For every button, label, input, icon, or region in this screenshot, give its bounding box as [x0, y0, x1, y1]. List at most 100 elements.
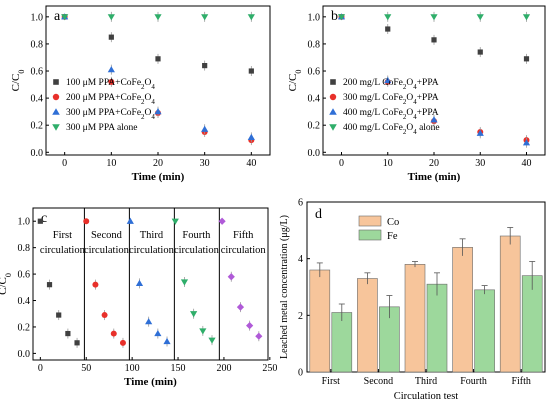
data-point [477, 49, 483, 55]
y-tick-label: 0.4 [18, 296, 31, 307]
legend-marker [52, 108, 60, 115]
x-axis-label: Time (min) [124, 376, 177, 388]
x-tick-label: 30 [475, 158, 485, 169]
x-tick-label: 40 [246, 158, 256, 169]
x-tick-label: 50 [81, 363, 91, 374]
data-point [61, 14, 69, 21]
data-point [135, 279, 144, 286]
x-tick-label: 40 [522, 158, 532, 169]
x-tick-label: 200 [216, 363, 231, 374]
x-tick-label: Fifth [511, 376, 530, 387]
bar-co [404, 264, 426, 373]
legend-label: 300 μM PPA+CoFe2O4 [66, 108, 155, 121]
bar-co [357, 278, 378, 373]
legend-marker [329, 93, 337, 101]
y-tick-label: 0 [298, 368, 303, 379]
y-tick-label: 0.2 [31, 121, 44, 132]
data-point [246, 322, 254, 330]
panel-a: 0 10 20 30 40 0.0 0.2 0.4 0.6 0.8 1.0 Time (min) C/C… [10, 5, 271, 183]
bar-fe [474, 289, 495, 373]
panel-letter: c [41, 211, 47, 226]
bar-co [499, 235, 521, 373]
data-point [218, 217, 226, 225]
data-point [155, 56, 161, 62]
panel-b: 0 10 20 30 40 0.0 0.2 0.4 0.6 0.8 1.0 Time (min) C/C… [287, 5, 546, 183]
data-point [337, 14, 346, 21]
legend-label: Co [387, 217, 399, 228]
y-tick-label: 1.0 [308, 12, 321, 23]
legend-label: 400 mg/L CoFe2O4+PPA [343, 108, 439, 121]
x-tick-label: 100 [125, 363, 140, 374]
data-point [46, 282, 53, 288]
data-point [227, 273, 235, 281]
bar-fe [426, 283, 448, 373]
bar-fe [521, 275, 543, 373]
data-point [154, 108, 162, 115]
x-axis-label: Circulation test [394, 391, 459, 402]
panel-c: 0 50 100 150 200 250 0.0 0.2 0.4 0.6 0.8 1.0 Time (m… [0, 207, 277, 388]
plot-frame [32, 207, 269, 361]
x-tick-label: 10 [106, 158, 116, 169]
y-tick-label: 0.6 [31, 67, 44, 78]
data-point [107, 66, 115, 73]
x-tick-label: 0 [62, 158, 67, 169]
data-point [110, 330, 117, 337]
x-tick-label: Fourth [460, 376, 487, 387]
data-point [180, 279, 189, 286]
data-point [163, 337, 171, 345]
y-tick-label: 0.0 [31, 148, 44, 159]
data-point [108, 78, 115, 85]
data-point [236, 303, 245, 311]
panel-d: 0 2 4 6 First Second Third Fourth Fifth Circulati… [279, 198, 546, 402]
data-point [523, 56, 530, 62]
y-tick-label: 0.4 [31, 94, 44, 105]
data-point [190, 311, 198, 318]
data-point [247, 133, 255, 140]
legend-label: 300 mg/L CoFe2O4+PPA [343, 93, 439, 106]
y-tick-label: 4 [298, 254, 303, 265]
data-point [145, 318, 153, 325]
legend-marker [52, 93, 60, 101]
legend-marker [329, 108, 337, 115]
data-point [202, 63, 208, 69]
data-point [56, 312, 62, 318]
data-point [384, 76, 392, 84]
data-point [476, 129, 484, 136]
y-tick-label: 0.0 [308, 148, 321, 159]
data-point [154, 329, 162, 337]
legend-label: 300 μM PPA alone [66, 123, 138, 133]
y-tick-label: 1.0 [31, 12, 44, 23]
y-tick-label: 0.2 [18, 322, 31, 333]
data-point [101, 312, 108, 319]
y-tick-label: 0.4 [308, 94, 321, 105]
cycle-label: Fourth circulation [174, 230, 220, 256]
data-point [385, 26, 391, 32]
legend-label: 200 mg/L CoFe2O4+PPA [343, 78, 439, 91]
data-point [430, 14, 438, 21]
x-tick-label: 0 [38, 363, 43, 374]
y-axis-label: C/C0 [287, 70, 303, 92]
bar-co [309, 269, 331, 373]
data-point [108, 34, 114, 40]
x-tick-label: 0 [339, 158, 344, 169]
x-tick-label: First [322, 376, 341, 387]
cycle-label: First circulation [40, 230, 86, 256]
x-tick-label: 150 [171, 363, 186, 374]
x-tick-label: Second [364, 376, 393, 387]
y-axis-label: C/C0 [0, 273, 13, 295]
cycle-label: Second circulation [84, 230, 130, 256]
data-point [65, 330, 71, 337]
data-point [431, 37, 437, 43]
data-point [37, 218, 43, 224]
panel-letter: a [54, 9, 61, 24]
legend-marker [330, 79, 336, 85]
data-point [107, 14, 115, 21]
legend-label: 200 μM PPA+CoFe2O4 [66, 93, 155, 106]
y-tick-label: 0.8 [308, 39, 321, 50]
y-tick-label: 1.0 [18, 217, 31, 228]
legend-marker [329, 124, 337, 131]
x-tick-label: 20 [429, 158, 439, 169]
data-point [154, 14, 162, 21]
bar-co [452, 247, 473, 373]
